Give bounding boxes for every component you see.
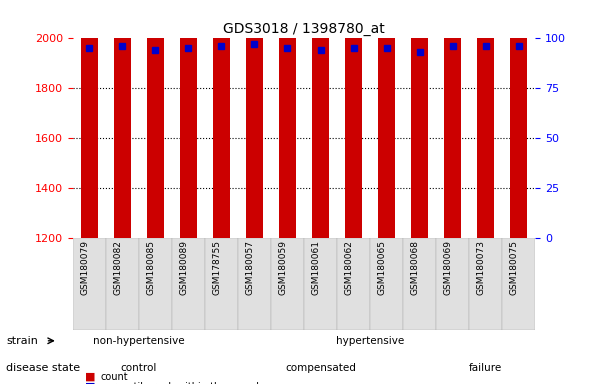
- Bar: [378, 0, 395, 238]
- Text: non-hypertensive: non-hypertensive: [93, 336, 185, 346]
- Bar: [469, 238, 502, 330]
- Text: ■: ■: [85, 382, 95, 384]
- Text: GSM180073: GSM180073: [477, 240, 486, 295]
- Bar: [238, 238, 271, 330]
- Text: GSM180062: GSM180062: [345, 240, 353, 295]
- Text: GSM180089: GSM180089: [179, 240, 188, 295]
- Bar: [370, 238, 403, 330]
- Text: GSM180059: GSM180059: [278, 240, 288, 295]
- Text: ■: ■: [85, 372, 95, 382]
- Bar: [477, 0, 494, 238]
- Bar: [403, 238, 436, 330]
- Bar: [205, 238, 238, 330]
- Bar: [213, 0, 230, 238]
- Bar: [502, 238, 535, 330]
- Bar: [172, 238, 205, 330]
- Bar: [114, 0, 131, 238]
- Text: GSM180065: GSM180065: [378, 240, 387, 295]
- Bar: [411, 0, 428, 238]
- Bar: [271, 238, 304, 330]
- Text: count: count: [100, 372, 128, 382]
- Text: disease state: disease state: [6, 362, 80, 373]
- Text: GSM180075: GSM180075: [510, 240, 519, 295]
- Bar: [147, 0, 164, 238]
- Bar: [337, 238, 370, 330]
- Text: GSM180085: GSM180085: [147, 240, 156, 295]
- Text: GSM180082: GSM180082: [114, 240, 122, 295]
- Text: GSM180069: GSM180069: [443, 240, 452, 295]
- Bar: [246, 0, 263, 238]
- Bar: [73, 238, 106, 330]
- Text: GSM178755: GSM178755: [212, 240, 221, 295]
- Text: strain: strain: [6, 336, 38, 346]
- Text: failure: failure: [469, 362, 502, 373]
- Bar: [510, 0, 527, 238]
- Bar: [139, 238, 172, 330]
- Text: GSM180079: GSM180079: [80, 240, 89, 295]
- Bar: [436, 238, 469, 330]
- Bar: [444, 0, 461, 238]
- Bar: [180, 0, 197, 238]
- Text: control: control: [121, 362, 157, 373]
- Text: percentile rank within the sample: percentile rank within the sample: [100, 382, 265, 384]
- Title: GDS3018 / 1398780_at: GDS3018 / 1398780_at: [223, 22, 385, 36]
- Bar: [304, 238, 337, 330]
- Bar: [313, 0, 329, 238]
- Bar: [279, 0, 295, 238]
- Bar: [81, 0, 98, 238]
- Text: GSM180057: GSM180057: [246, 240, 255, 295]
- Text: GSM180068: GSM180068: [410, 240, 420, 295]
- Text: hypertensive: hypertensive: [336, 336, 404, 346]
- Text: GSM180061: GSM180061: [311, 240, 320, 295]
- Bar: [345, 0, 362, 238]
- Bar: [106, 238, 139, 330]
- Text: compensated: compensated: [285, 362, 356, 373]
